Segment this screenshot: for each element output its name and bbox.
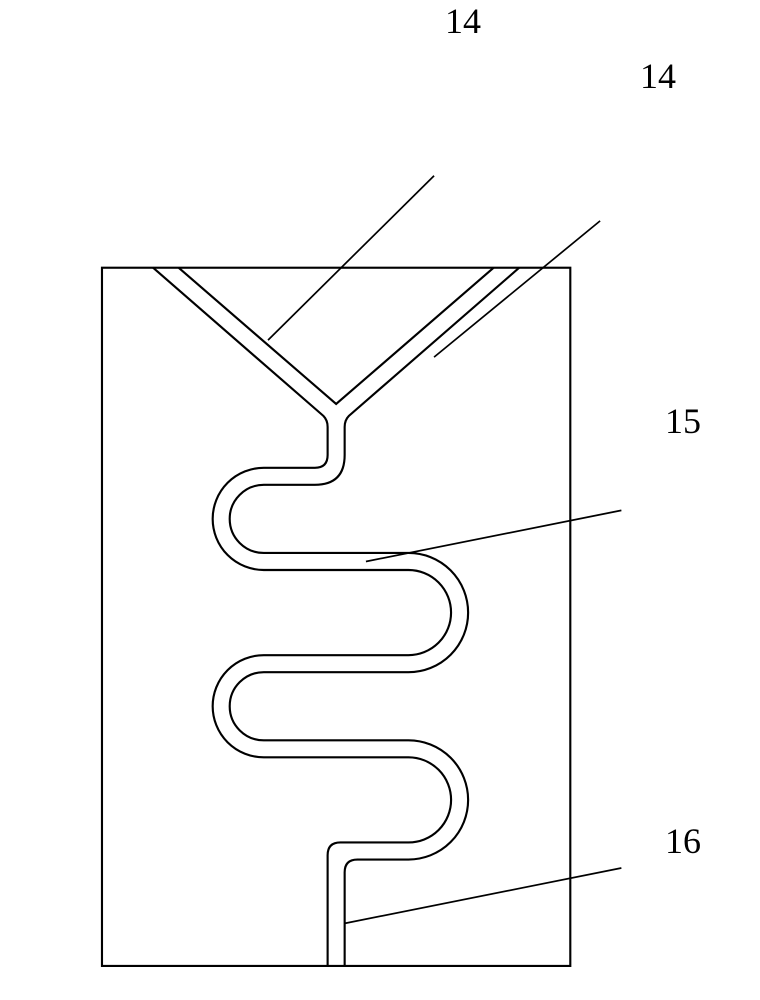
diagram-container bbox=[40, 140, 590, 960]
diagram-svg bbox=[40, 140, 760, 1000]
frame-rect bbox=[102, 268, 570, 966]
label-16: 16 bbox=[665, 820, 701, 862]
label-15: 15 bbox=[665, 400, 701, 442]
label-14-right: 14 bbox=[640, 55, 676, 97]
label-14-left: 14 bbox=[445, 0, 481, 42]
